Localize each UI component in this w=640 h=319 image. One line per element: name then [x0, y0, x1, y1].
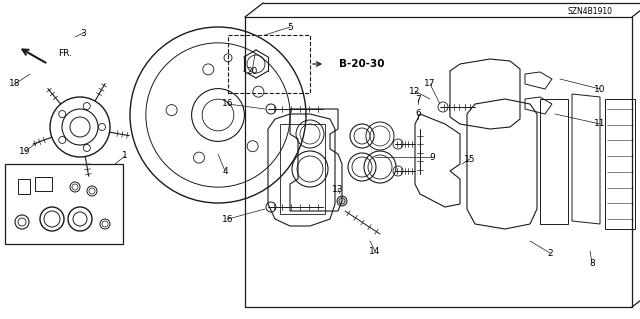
Text: 14: 14: [369, 247, 381, 256]
Text: 19: 19: [19, 146, 31, 155]
Text: SZN4B1910: SZN4B1910: [568, 6, 612, 16]
Text: 3: 3: [80, 28, 86, 38]
Text: 9: 9: [429, 152, 435, 161]
Bar: [228, 35, 310, 93]
Text: FR.: FR.: [58, 48, 72, 57]
Text: 5: 5: [287, 23, 293, 32]
Text: 18: 18: [9, 79, 20, 88]
Bar: [5, 164, 123, 244]
Text: 17: 17: [424, 79, 436, 88]
Text: 13: 13: [332, 184, 344, 194]
Text: 1: 1: [122, 152, 128, 160]
Text: 6: 6: [415, 109, 421, 118]
Text: 2: 2: [547, 249, 553, 257]
Text: 8: 8: [589, 258, 595, 268]
Text: 16: 16: [222, 100, 234, 108]
Circle shape: [337, 196, 347, 206]
Text: 10: 10: [595, 85, 605, 93]
Text: 20: 20: [246, 68, 258, 77]
Text: 4: 4: [222, 167, 228, 175]
Text: 7: 7: [415, 94, 421, 103]
Text: 15: 15: [464, 154, 476, 164]
Text: 16: 16: [222, 214, 234, 224]
Text: 12: 12: [410, 86, 420, 95]
Text: B-20-30: B-20-30: [339, 59, 385, 69]
Text: 11: 11: [595, 120, 605, 129]
